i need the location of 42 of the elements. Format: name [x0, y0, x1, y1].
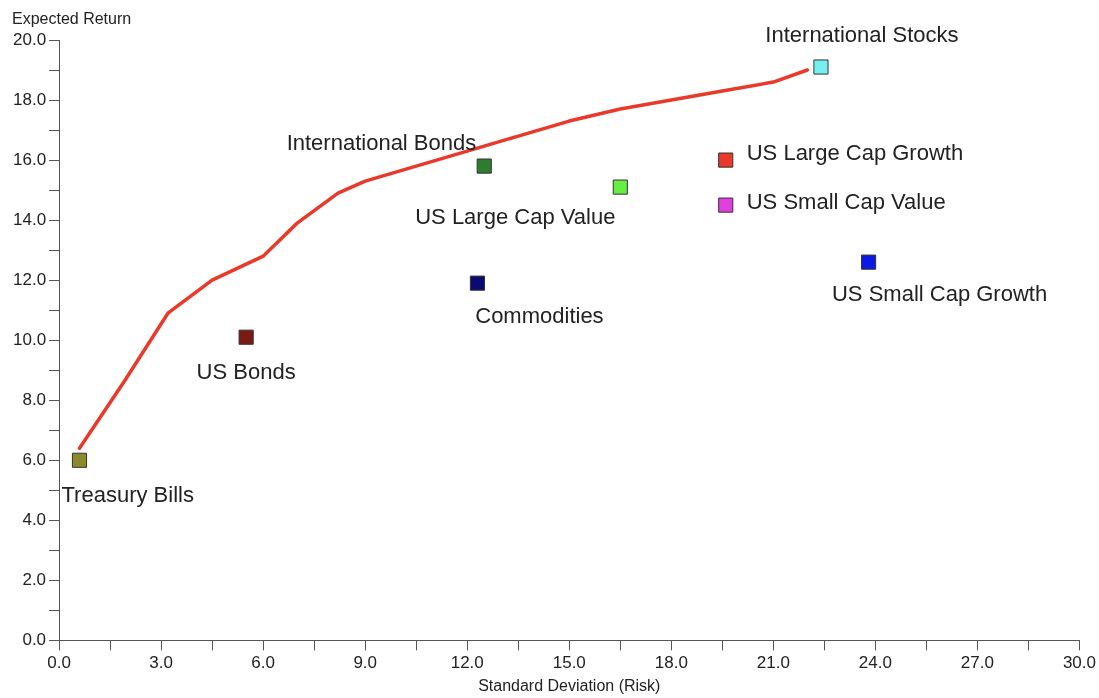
point — [718, 197, 734, 213]
point — [612, 179, 628, 195]
point — [238, 329, 254, 345]
x-tick-label: 3.0 — [149, 653, 173, 673]
y-tick-label: 14.0 — [12, 209, 47, 229]
point — [718, 152, 734, 168]
x-tick-label: 9.0 — [353, 653, 378, 673]
y-axis-title: Expected Return — [12, 10, 132, 28]
point — [469, 275, 486, 291]
series-label: Commodities — [475, 303, 604, 329]
point — [476, 158, 492, 174]
x-tick-label: 27.0 — [960, 653, 994, 673]
point — [813, 59, 829, 75]
series-label: International Stocks — [765, 22, 959, 48]
series-label: International Bonds — [286, 130, 477, 156]
y-tick-label: 6.0 — [22, 449, 47, 469]
x-tick-label: 15.0 — [552, 653, 586, 673]
series-label: Treasury Bills — [61, 482, 194, 508]
y-tick-label: 10.0 — [12, 329, 47, 349]
series-label: US Small Cap Growth — [831, 281, 1048, 307]
y-tick-label: 0.0 — [22, 630, 47, 650]
x-tick-label: 24.0 — [858, 653, 892, 673]
y-tick-label: 18.0 — [12, 89, 47, 109]
x-tick-label: 6.0 — [251, 653, 275, 673]
y-tick-label: 8.0 — [22, 389, 47, 409]
point — [71, 452, 88, 468]
x-tick-label: 0.0 — [47, 653, 71, 673]
series-label: US Small Cap Value — [746, 189, 946, 215]
y-tick-label: 4.0 — [22, 510, 47, 530]
x-tick-label: 12.0 — [450, 653, 484, 673]
y-tick-label: 20.0 — [12, 29, 47, 49]
x-axis-title: Standard Deviation (Risk) — [478, 676, 661, 694]
series-label: US Large Cap Growth — [746, 140, 964, 166]
y-tick-label: 16.0 — [12, 149, 47, 169]
x-tick-label: 30.0 — [1062, 653, 1096, 673]
series-label: US Large Cap Value — [415, 204, 616, 230]
x-tick-label: 21.0 — [756, 653, 790, 673]
point — [861, 254, 877, 270]
y-tick-label: 2.0 — [22, 570, 47, 590]
x-tick-label: 18.0 — [654, 653, 688, 673]
series-label: US Bonds — [196, 359, 296, 385]
y-tick-label: 12.0 — [12, 269, 47, 289]
